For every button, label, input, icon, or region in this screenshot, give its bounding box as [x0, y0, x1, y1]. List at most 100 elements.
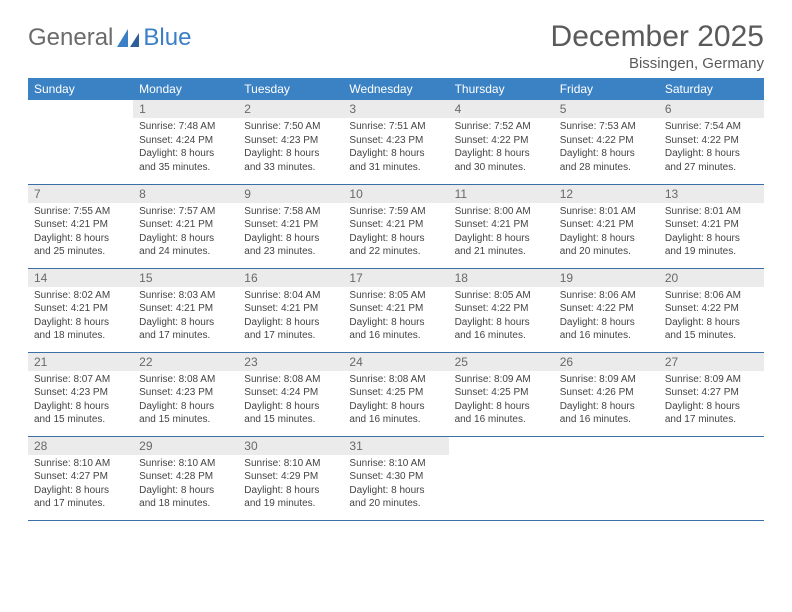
day-number: 29 — [133, 437, 238, 455]
day-details: Sunrise: 8:08 AMSunset: 4:24 PMDaylight:… — [238, 371, 343, 431]
day-details: Sunrise: 8:06 AMSunset: 4:22 PMDaylight:… — [659, 287, 764, 347]
calendar-day-cell: 4Sunrise: 7:52 AMSunset: 4:22 PMDaylight… — [449, 100, 554, 184]
weekday-header: Thursday — [449, 78, 554, 100]
day-details: Sunrise: 7:48 AMSunset: 4:24 PMDaylight:… — [133, 118, 238, 178]
calendar-week-row: 28Sunrise: 8:10 AMSunset: 4:27 PMDayligh… — [28, 436, 764, 520]
day-number: 1 — [133, 100, 238, 118]
calendar-day-cell: 22Sunrise: 8:08 AMSunset: 4:23 PMDayligh… — [133, 352, 238, 436]
day-number: 4 — [449, 100, 554, 118]
calendar-day-cell: 20Sunrise: 8:06 AMSunset: 4:22 PMDayligh… — [659, 268, 764, 352]
calendar-page: General Blue December 2025 Bissingen, Ge… — [0, 0, 792, 541]
day-details: Sunrise: 8:08 AMSunset: 4:25 PMDaylight:… — [343, 371, 448, 431]
day-details: Sunrise: 7:59 AMSunset: 4:21 PMDaylight:… — [343, 203, 448, 263]
calendar-day-cell: 2Sunrise: 7:50 AMSunset: 4:23 PMDaylight… — [238, 100, 343, 184]
day-details: Sunrise: 8:10 AMSunset: 4:29 PMDaylight:… — [238, 455, 343, 515]
day-details: Sunrise: 8:05 AMSunset: 4:21 PMDaylight:… — [343, 287, 448, 347]
day-details: Sunrise: 8:08 AMSunset: 4:23 PMDaylight:… — [133, 371, 238, 431]
day-number: 7 — [28, 185, 133, 203]
calendar-day-cell: 21Sunrise: 8:07 AMSunset: 4:23 PMDayligh… — [28, 352, 133, 436]
calendar-day-cell: 10Sunrise: 7:59 AMSunset: 4:21 PMDayligh… — [343, 184, 448, 268]
day-number: 23 — [238, 353, 343, 371]
day-number: 2 — [238, 100, 343, 118]
day-number: 18 — [449, 269, 554, 287]
weekday-header: Monday — [133, 78, 238, 100]
day-details: Sunrise: 8:06 AMSunset: 4:22 PMDaylight:… — [554, 287, 659, 347]
calendar-week-row: 1Sunrise: 7:48 AMSunset: 4:24 PMDaylight… — [28, 100, 764, 184]
calendar-day-cell: 7Sunrise: 7:55 AMSunset: 4:21 PMDaylight… — [28, 184, 133, 268]
calendar-table: SundayMondayTuesdayWednesdayThursdayFrid… — [28, 78, 764, 521]
calendar-day-cell — [28, 100, 133, 184]
day-number: 9 — [238, 185, 343, 203]
day-number: 10 — [343, 185, 448, 203]
logo: General Blue — [28, 20, 191, 52]
day-number: 5 — [554, 100, 659, 118]
day-details: Sunrise: 7:55 AMSunset: 4:21 PMDaylight:… — [28, 203, 133, 263]
calendar-day-cell — [554, 436, 659, 520]
calendar-day-cell: 6Sunrise: 7:54 AMSunset: 4:22 PMDaylight… — [659, 100, 764, 184]
calendar-day-cell: 31Sunrise: 8:10 AMSunset: 4:30 PMDayligh… — [343, 436, 448, 520]
calendar-day-cell: 28Sunrise: 8:10 AMSunset: 4:27 PMDayligh… — [28, 436, 133, 520]
calendar-day-cell: 27Sunrise: 8:09 AMSunset: 4:27 PMDayligh… — [659, 352, 764, 436]
calendar-day-cell: 1Sunrise: 7:48 AMSunset: 4:24 PMDaylight… — [133, 100, 238, 184]
calendar-day-cell: 12Sunrise: 8:01 AMSunset: 4:21 PMDayligh… — [554, 184, 659, 268]
calendar-day-cell: 14Sunrise: 8:02 AMSunset: 4:21 PMDayligh… — [28, 268, 133, 352]
day-number: 14 — [28, 269, 133, 287]
weekday-header: Friday — [554, 78, 659, 100]
day-number: 30 — [238, 437, 343, 455]
calendar-day-cell: 11Sunrise: 8:00 AMSunset: 4:21 PMDayligh… — [449, 184, 554, 268]
weekday-header-row: SundayMondayTuesdayWednesdayThursdayFrid… — [28, 78, 764, 100]
day-details: Sunrise: 8:09 AMSunset: 4:26 PMDaylight:… — [554, 371, 659, 431]
calendar-week-row: 21Sunrise: 8:07 AMSunset: 4:23 PMDayligh… — [28, 352, 764, 436]
day-number: 25 — [449, 353, 554, 371]
calendar-day-cell: 9Sunrise: 7:58 AMSunset: 4:21 PMDaylight… — [238, 184, 343, 268]
day-number: 20 — [659, 269, 764, 287]
day-details: Sunrise: 8:10 AMSunset: 4:28 PMDaylight:… — [133, 455, 238, 515]
day-details: Sunrise: 8:02 AMSunset: 4:21 PMDaylight:… — [28, 287, 133, 347]
calendar-body: 1Sunrise: 7:48 AMSunset: 4:24 PMDaylight… — [28, 100, 764, 520]
day-details: Sunrise: 7:53 AMSunset: 4:22 PMDaylight:… — [554, 118, 659, 178]
weekday-header: Saturday — [659, 78, 764, 100]
day-details: Sunrise: 7:50 AMSunset: 4:23 PMDaylight:… — [238, 118, 343, 178]
calendar-day-cell: 18Sunrise: 8:05 AMSunset: 4:22 PMDayligh… — [449, 268, 554, 352]
weekday-header: Sunday — [28, 78, 133, 100]
day-number: 26 — [554, 353, 659, 371]
day-details: Sunrise: 8:01 AMSunset: 4:21 PMDaylight:… — [659, 203, 764, 263]
day-details: Sunrise: 7:57 AMSunset: 4:21 PMDaylight:… — [133, 203, 238, 263]
day-number: 3 — [343, 100, 448, 118]
day-number: 16 — [238, 269, 343, 287]
day-details: Sunrise: 8:01 AMSunset: 4:21 PMDaylight:… — [554, 203, 659, 263]
day-number: 22 — [133, 353, 238, 371]
calendar-day-cell: 25Sunrise: 8:09 AMSunset: 4:25 PMDayligh… — [449, 352, 554, 436]
calendar-day-cell: 13Sunrise: 8:01 AMSunset: 4:21 PMDayligh… — [659, 184, 764, 268]
calendar-day-cell: 23Sunrise: 8:08 AMSunset: 4:24 PMDayligh… — [238, 352, 343, 436]
day-number: 13 — [659, 185, 764, 203]
calendar-week-row: 7Sunrise: 7:55 AMSunset: 4:21 PMDaylight… — [28, 184, 764, 268]
day-number: 31 — [343, 437, 448, 455]
day-number: 19 — [554, 269, 659, 287]
day-details: Sunrise: 7:52 AMSunset: 4:22 PMDaylight:… — [449, 118, 554, 178]
calendar-day-cell: 19Sunrise: 8:06 AMSunset: 4:22 PMDayligh… — [554, 268, 659, 352]
calendar-day-cell: 30Sunrise: 8:10 AMSunset: 4:29 PMDayligh… — [238, 436, 343, 520]
calendar-day-cell: 16Sunrise: 8:04 AMSunset: 4:21 PMDayligh… — [238, 268, 343, 352]
day-details: Sunrise: 8:10 AMSunset: 4:30 PMDaylight:… — [343, 455, 448, 515]
day-details: Sunrise: 8:03 AMSunset: 4:21 PMDaylight:… — [133, 287, 238, 347]
day-details: Sunrise: 7:54 AMSunset: 4:22 PMDaylight:… — [659, 118, 764, 178]
day-details: Sunrise: 8:07 AMSunset: 4:23 PMDaylight:… — [28, 371, 133, 431]
calendar-day-cell: 15Sunrise: 8:03 AMSunset: 4:21 PMDayligh… — [133, 268, 238, 352]
logo-text-general: General — [28, 24, 113, 52]
day-number: 8 — [133, 185, 238, 203]
calendar-day-cell: 24Sunrise: 8:08 AMSunset: 4:25 PMDayligh… — [343, 352, 448, 436]
weekday-header: Wednesday — [343, 78, 448, 100]
day-details: Sunrise: 8:10 AMSunset: 4:27 PMDaylight:… — [28, 455, 133, 515]
day-number: 15 — [133, 269, 238, 287]
day-details: Sunrise: 8:09 AMSunset: 4:27 PMDaylight:… — [659, 371, 764, 431]
calendar-day-cell: 3Sunrise: 7:51 AMSunset: 4:23 PMDaylight… — [343, 100, 448, 184]
day-details: Sunrise: 8:00 AMSunset: 4:21 PMDaylight:… — [449, 203, 554, 263]
calendar-day-cell: 29Sunrise: 8:10 AMSunset: 4:28 PMDayligh… — [133, 436, 238, 520]
calendar-day-cell: 5Sunrise: 7:53 AMSunset: 4:22 PMDaylight… — [554, 100, 659, 184]
day-number: 11 — [449, 185, 554, 203]
month-title: December 2025 — [551, 20, 764, 53]
day-number: 17 — [343, 269, 448, 287]
calendar-day-cell: 26Sunrise: 8:09 AMSunset: 4:26 PMDayligh… — [554, 352, 659, 436]
day-details: Sunrise: 8:04 AMSunset: 4:21 PMDaylight:… — [238, 287, 343, 347]
